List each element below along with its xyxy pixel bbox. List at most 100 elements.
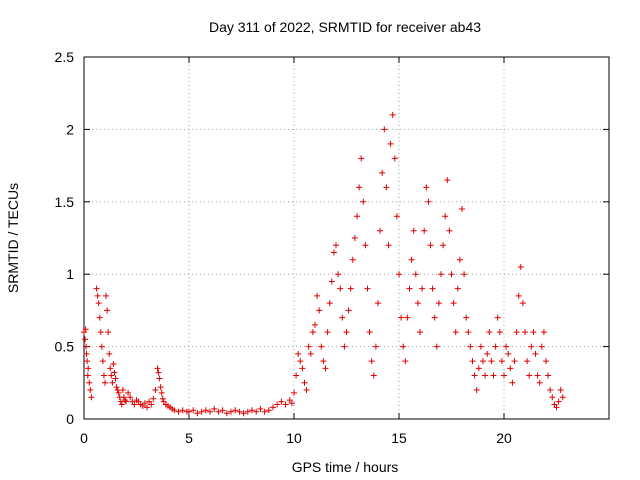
data-point	[131, 401, 138, 408]
data-point	[223, 410, 230, 417]
x-tick-label: 10	[286, 430, 302, 446]
data-point	[236, 408, 243, 415]
data-point	[391, 155, 398, 162]
data-point	[211, 405, 218, 412]
data-point	[538, 343, 545, 350]
data-point	[507, 365, 514, 372]
data-point	[375, 300, 381, 307]
data-point	[410, 227, 417, 234]
data-point	[461, 271, 468, 278]
data-point	[240, 410, 247, 417]
data-point	[318, 343, 325, 350]
data-point	[396, 271, 402, 278]
data-point	[293, 372, 300, 379]
data-point	[299, 365, 306, 372]
data-point	[307, 350, 314, 357]
data-point	[96, 314, 103, 321]
data-point	[106, 350, 113, 357]
data-point	[473, 387, 480, 394]
data-point	[517, 263, 524, 270]
data-point	[381, 126, 388, 133]
data-point	[115, 389, 122, 396]
data-point	[232, 407, 239, 414]
data-point	[431, 314, 438, 321]
data-point	[215, 408, 222, 415]
data-point	[358, 155, 365, 162]
data-point	[444, 177, 451, 184]
data-point	[559, 394, 566, 401]
data-point	[278, 398, 285, 405]
data-point	[270, 404, 276, 411]
data-point	[314, 292, 321, 299]
data-point	[109, 379, 116, 386]
data-point	[469, 358, 476, 365]
data-point	[528, 343, 535, 350]
grid-lines	[84, 57, 609, 419]
data-point	[498, 358, 505, 365]
data-point	[456, 256, 463, 263]
data-point	[454, 285, 461, 292]
data-point	[98, 343, 105, 350]
data-point	[417, 329, 423, 336]
data-point	[354, 213, 360, 220]
data-point	[305, 343, 312, 350]
data-point	[543, 358, 549, 365]
data-point	[97, 329, 104, 336]
data-point	[303, 387, 310, 394]
data-point	[540, 329, 547, 336]
data-point	[159, 395, 166, 402]
y-tick-label: 1	[66, 266, 74, 282]
data-point	[95, 300, 102, 307]
data-point	[179, 407, 186, 414]
data-point	[440, 242, 447, 249]
data-point	[547, 387, 554, 394]
data-point	[326, 300, 333, 307]
data-point	[282, 401, 289, 408]
data-point	[421, 227, 428, 234]
y-tick-labels: 0 0.5 1 1.5 2 2.5	[55, 49, 75, 427]
data-point	[526, 372, 533, 379]
data-point	[175, 408, 182, 415]
data-point	[343, 329, 350, 336]
data-point	[370, 372, 377, 379]
data-point	[402, 358, 409, 365]
data-point	[377, 227, 384, 234]
data-point	[198, 408, 205, 415]
data-point	[356, 184, 363, 191]
data-point	[157, 384, 164, 391]
data-point	[362, 242, 369, 249]
data-point	[549, 394, 556, 401]
data-point	[118, 401, 125, 408]
y-tick-label: 2	[66, 121, 74, 137]
data-point	[484, 350, 491, 357]
data-point	[398, 314, 405, 321]
data-point	[141, 400, 148, 407]
data-point	[190, 407, 197, 414]
data-point	[148, 401, 155, 408]
data-point	[408, 256, 415, 263]
x-tick-label: 5	[185, 430, 193, 446]
data-point	[509, 379, 516, 386]
data-point	[82, 336, 89, 343]
data-point	[553, 404, 560, 411]
data-point	[438, 271, 444, 278]
data-point	[372, 343, 379, 350]
y-tick-label: 1.5	[55, 194, 75, 210]
data-point	[345, 307, 352, 314]
data-point	[465, 329, 472, 336]
data-point	[127, 394, 134, 401]
data-point	[448, 271, 455, 278]
data-point	[219, 407, 226, 414]
data-point	[486, 329, 493, 336]
data-point	[119, 387, 126, 394]
data-point	[144, 404, 150, 411]
data-point	[532, 350, 539, 357]
data-point	[113, 384, 120, 391]
data-point	[515, 292, 522, 299]
data-point	[435, 300, 442, 307]
data-point	[158, 389, 165, 396]
data-point	[99, 358, 106, 365]
data-point	[202, 407, 209, 414]
data-point	[103, 292, 110, 299]
data-point	[309, 329, 316, 336]
